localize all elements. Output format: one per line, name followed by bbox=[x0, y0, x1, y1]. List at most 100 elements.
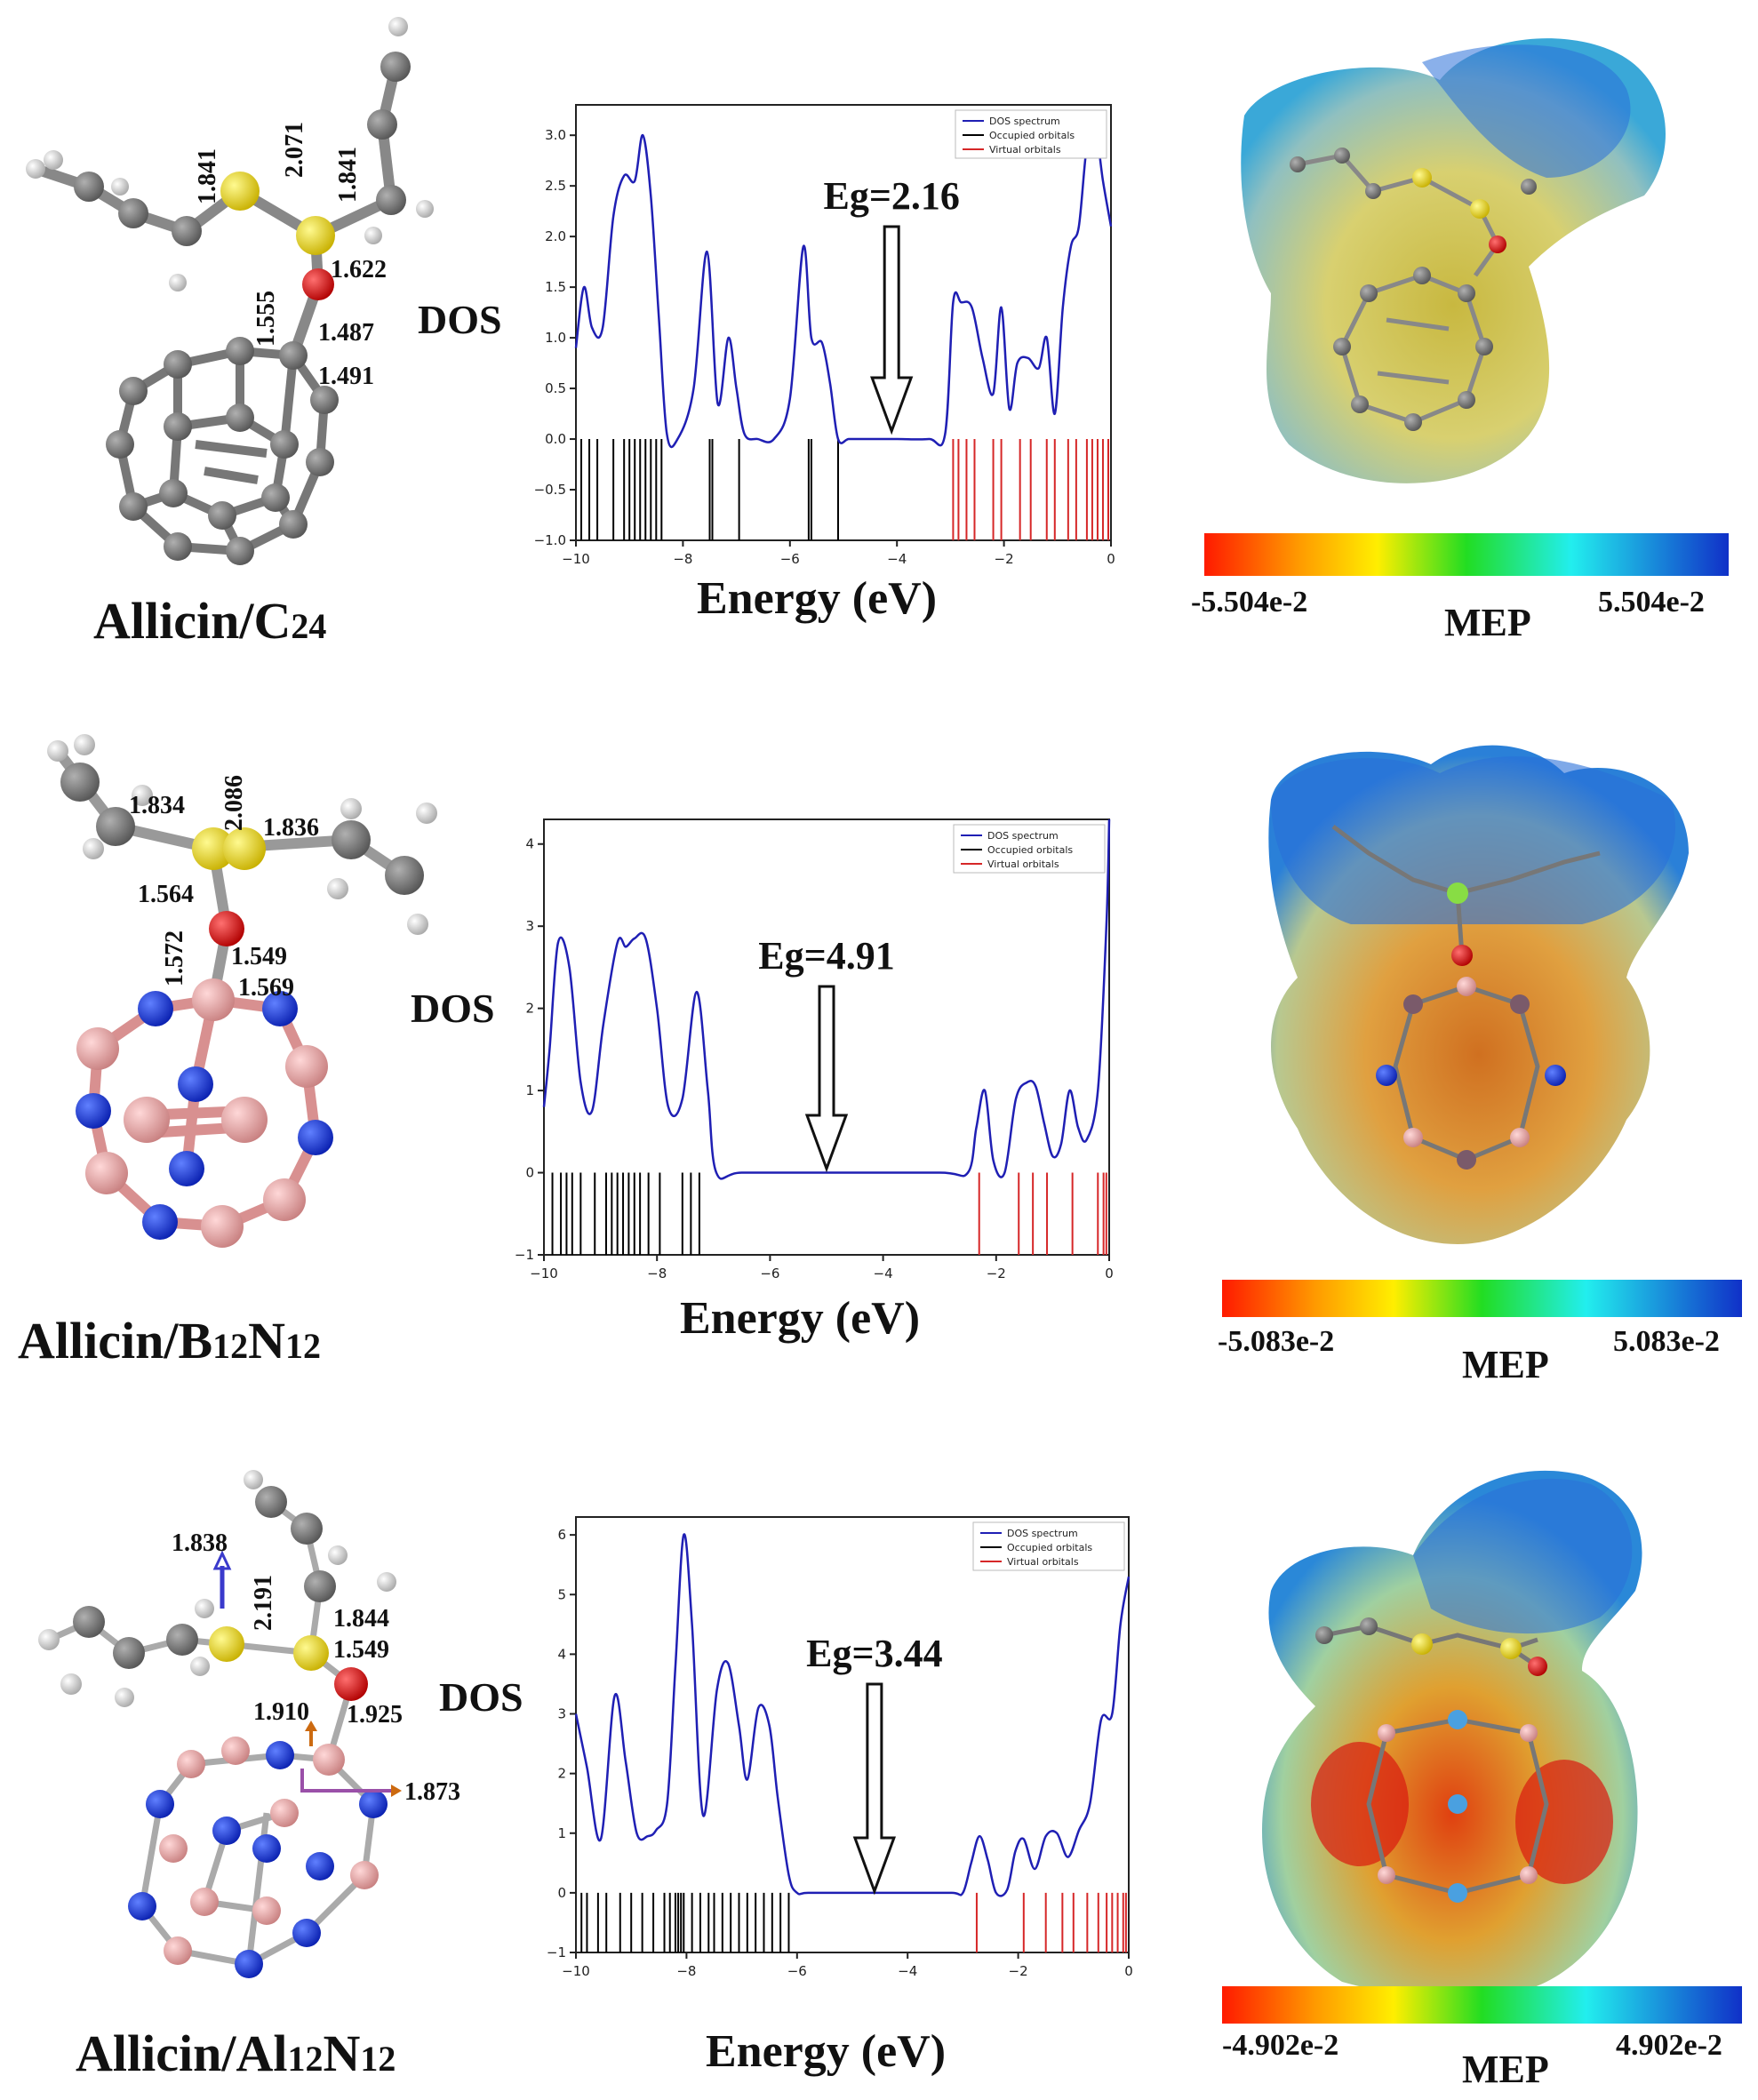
y-tick-label: 3 bbox=[525, 918, 534, 934]
energy-gap-label: Eg=2.16 bbox=[823, 174, 959, 218]
mep-color-bar bbox=[1222, 1280, 1742, 1317]
plot-frame bbox=[575, 1516, 1130, 1953]
gap-arrow bbox=[804, 985, 849, 1173]
x-tick-label: −2 bbox=[995, 551, 1014, 567]
x-tick-label: −10 bbox=[562, 1963, 590, 1979]
gap-arrow bbox=[870, 225, 914, 435]
x-tick-label: −10 bbox=[530, 1266, 558, 1282]
mep-max-label: 5.504e-2 bbox=[1598, 586, 1705, 619]
bond-label: 1.844 bbox=[333, 1605, 389, 1633]
y-tick-label: −0.5 bbox=[534, 482, 566, 498]
y-tick-label: 4 bbox=[557, 1646, 566, 1662]
x-tick-label: −4 bbox=[898, 1963, 917, 1979]
mep-min-label: -5.504e-2 bbox=[1191, 586, 1307, 619]
bond-label: 1.487 bbox=[318, 319, 374, 347]
molecule-allicin-b12n12: 1.834 2.086 1.836 1.564 1.572 1.549 1.56… bbox=[18, 734, 437, 1369]
y-tick-label: 2.0 bbox=[545, 228, 566, 244]
energy-gap-label: Eg=4.91 bbox=[758, 934, 894, 978]
y-tick-label: 0.0 bbox=[545, 431, 566, 447]
x-axis-label: Energy (eV) bbox=[706, 2026, 946, 2077]
x-tick-label: −2 bbox=[987, 1266, 1006, 1282]
x-tick-label: 0 bbox=[1107, 551, 1115, 567]
plot-frame bbox=[575, 104, 1112, 541]
x-tick-label: −2 bbox=[1009, 1963, 1028, 1979]
dos-spectrum-line bbox=[574, 122, 1113, 449]
y-tick-label: 1.5 bbox=[545, 279, 566, 295]
x-tick-label: −6 bbox=[760, 1266, 779, 1282]
y-tick-label: −1.0 bbox=[534, 532, 566, 548]
x-tick-label: −4 bbox=[874, 1266, 893, 1282]
y-tick-label: −1 bbox=[547, 1944, 566, 1960]
mep-min-label: -4.902e-2 bbox=[1222, 2029, 1338, 2062]
molecule-allicin-c24: 1.841 2.071 1.841 1.622 1.555 1.487 1.49… bbox=[26, 17, 434, 650]
bond-label: 1.569 bbox=[238, 974, 294, 1002]
x-tick-label: 0 bbox=[1105, 1266, 1114, 1282]
bond-label: 1.555 bbox=[252, 291, 280, 347]
x-axis-label: Energy (eV) bbox=[680, 1293, 920, 1344]
x-tick-label: −8 bbox=[673, 551, 692, 567]
system-label: Allicin/B12N12 bbox=[18, 1312, 321, 1369]
bond-label: 1.834 bbox=[129, 792, 185, 819]
y-tick-label: 0 bbox=[557, 1885, 566, 1901]
legend-label: Virtual orbitals bbox=[987, 858, 1059, 870]
legend-label: Occupied orbitals bbox=[987, 844, 1073, 856]
y-tick-label: 1.0 bbox=[545, 330, 566, 346]
legend-label: Virtual orbitals bbox=[989, 144, 1061, 156]
molecule-allicin-al12n12: 1.838 2.191 1.844 1.549 1.910 1.925 1.87… bbox=[38, 1470, 460, 2082]
x-tick-label: −8 bbox=[647, 1266, 667, 1282]
x-tick-label: −8 bbox=[676, 1963, 696, 1979]
gap-arrow bbox=[852, 1682, 897, 1896]
system-label: Allicin/C24 bbox=[93, 592, 326, 650]
y-axis-label: DOS bbox=[411, 986, 495, 1031]
dos-spectrum-line bbox=[542, 818, 1111, 1180]
mep-max-label: 5.083e-2 bbox=[1613, 1325, 1720, 1358]
bond-label: 2.071 bbox=[281, 122, 308, 178]
bond-label: 1.873 bbox=[404, 1778, 460, 1806]
y-axis-label: DOS bbox=[418, 297, 502, 342]
y-tick-label: 1 bbox=[557, 1825, 566, 1841]
x-tick-label: −6 bbox=[780, 551, 800, 567]
bond-label: 2.086 bbox=[220, 775, 248, 831]
x-axis-label: Energy (eV) bbox=[697, 573, 937, 624]
x-tick-label: −10 bbox=[562, 551, 590, 567]
mep-label: MEP bbox=[1462, 1343, 1549, 1386]
legend-label: Occupied orbitals bbox=[1007, 1542, 1092, 1553]
mep-color-bar bbox=[1222, 1986, 1742, 2024]
y-tick-label: 0 bbox=[525, 1165, 534, 1181]
y-tick-label: 2 bbox=[525, 1001, 534, 1017]
energy-gap-label: Eg=3.44 bbox=[806, 1632, 942, 1675]
mep-panel-c24: -5.504e-2 MEP 5.504e-2 bbox=[1191, 38, 1729, 644]
bond-label: 1.925 bbox=[347, 1701, 403, 1729]
bond-label: 1.910 bbox=[253, 1698, 309, 1726]
bond-label: 1.491 bbox=[318, 363, 374, 390]
dos-spectrum-line bbox=[574, 1533, 1131, 1897]
bond-label: 1.572 bbox=[161, 930, 188, 986]
legend-label: Virtual orbitals bbox=[1007, 1556, 1079, 1568]
y-axis-label: DOS bbox=[439, 1674, 523, 1720]
bond-label: 1.841 bbox=[334, 147, 362, 203]
dos-chart-c24: −10 −8 −6 −4 −2 0 −1.0 −0.5 0.0 0.5 1.0 1.5 2.0 2.5 3.… bbox=[418, 104, 1115, 624]
legend-label: Occupied orbitals bbox=[989, 130, 1075, 141]
mep-panel-b12n12: -5.083e-2 MEP 5.083e-2 bbox=[1218, 745, 1742, 1386]
bond-label: 1.549 bbox=[333, 1636, 389, 1664]
bond-label: 1.564 bbox=[138, 881, 194, 908]
x-tick-label: 0 bbox=[1124, 1963, 1133, 1979]
system-label: Allicin/Al12N12 bbox=[76, 2024, 396, 2082]
bond-label: 1.836 bbox=[263, 814, 319, 842]
x-tick-label: −6 bbox=[787, 1963, 807, 1979]
legend-label: DOS spectrum bbox=[989, 116, 1060, 127]
y-tick-label: 6 bbox=[557, 1527, 566, 1543]
x-tick-label: −4 bbox=[887, 551, 907, 567]
legend-label: DOS spectrum bbox=[1007, 1528, 1078, 1539]
legend-label: DOS spectrum bbox=[987, 830, 1059, 842]
y-tick-label: 3 bbox=[557, 1706, 566, 1722]
mep-color-bar bbox=[1204, 533, 1729, 576]
y-tick-label: 4 bbox=[525, 836, 534, 852]
bond-label: 1.841 bbox=[194, 148, 221, 204]
y-tick-label: 2 bbox=[557, 1766, 566, 1782]
bond-label: 1.549 bbox=[231, 943, 287, 970]
